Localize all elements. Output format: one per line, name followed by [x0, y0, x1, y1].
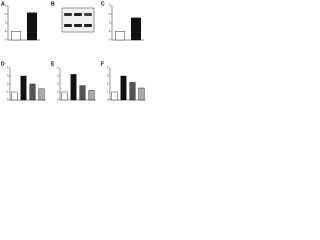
bar — [114, 31, 125, 41]
bar — [79, 85, 86, 101]
panel-label: A — [1, 1, 5, 7]
y-tick-label: 3 — [107, 74, 109, 78]
y-tick-label: 3 — [7, 74, 9, 78]
y-tick-label: 1 — [57, 90, 59, 94]
y-tick-label: 1 — [109, 29, 111, 33]
y-tick-label: 0 — [5, 38, 7, 42]
panel-label: D — [1, 61, 5, 67]
bar — [120, 75, 127, 101]
bar — [70, 74, 77, 101]
blot-frame — [61, 7, 95, 33]
panel-label: B — [51, 1, 55, 7]
y-tick-label: 0 — [107, 98, 109, 102]
y-tick-label: 2 — [57, 82, 59, 86]
y-tick-label: 3 — [109, 12, 111, 16]
bar — [61, 91, 68, 101]
blot-band — [84, 13, 92, 16]
y-tick-label: 2 — [5, 21, 7, 25]
y-tick-label: 1 — [107, 90, 109, 94]
blot-band — [74, 13, 82, 16]
blot-band — [84, 24, 92, 27]
y-tick-label: 3 — [57, 74, 59, 78]
panel-label: E — [51, 61, 55, 67]
y-tick-label: 3 — [5, 12, 7, 16]
bar — [138, 87, 145, 101]
panel-label: C — [101, 1, 105, 7]
y-tick-label: 4 — [5, 4, 7, 8]
bar — [11, 91, 18, 101]
blot-panel: B — [51, 1, 95, 33]
y-tick-label: 1 — [5, 29, 7, 33]
blot-band — [64, 13, 72, 16]
y-tick-label: 1 — [7, 90, 9, 94]
y-tick-label: 2 — [109, 21, 111, 25]
blot-band — [64, 24, 72, 27]
bar — [27, 12, 38, 41]
y-tick-label: 2 — [107, 82, 109, 86]
bar — [88, 90, 95, 101]
bar — [38, 88, 45, 101]
bar — [130, 17, 141, 41]
y-tick-label: 4 — [7, 66, 9, 70]
bar — [20, 75, 27, 101]
y-tick-label: 4 — [57, 66, 59, 70]
blot-band — [74, 24, 82, 27]
y-tick-label: 2 — [7, 82, 9, 86]
bar — [29, 83, 36, 101]
y-tick-label: 0 — [57, 98, 59, 102]
bar — [129, 82, 136, 101]
y-tick-label: 0 — [7, 98, 9, 102]
y-tick-label: 4 — [107, 66, 109, 70]
y-tick-label: 0 — [109, 38, 111, 42]
bar — [10, 31, 22, 41]
panel-label: F — [101, 61, 104, 67]
y-tick-label: 4 — [109, 4, 111, 8]
bar — [111, 91, 118, 101]
